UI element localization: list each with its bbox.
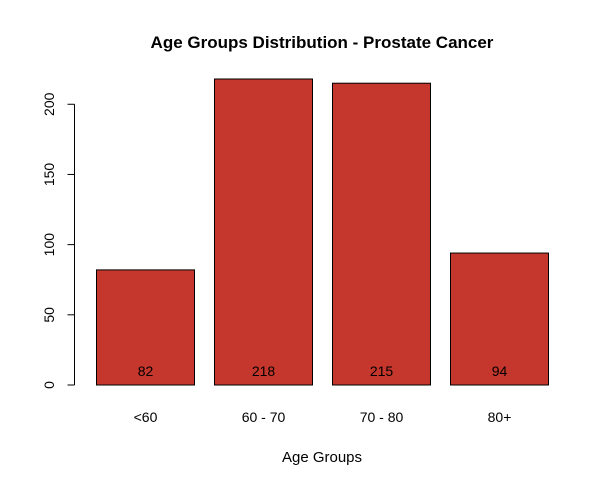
bar	[214, 78, 313, 386]
x-tick-label: 60 - 70	[242, 409, 286, 425]
x-axis-label: Age Groups	[282, 449, 362, 466]
x-tick-labels: <60 60 - 70 70 - 80 80+	[134, 409, 512, 425]
y-tick-label: 200	[41, 92, 57, 116]
bar-data-label: 94	[492, 363, 508, 379]
data-labels: 82 218 215 94	[138, 363, 508, 379]
bars-group	[96, 78, 549, 386]
bar	[96, 269, 195, 386]
y-tick-label: 50	[41, 307, 57, 323]
y-tick-label: 100	[41, 233, 57, 257]
x-tick-label: 70 - 80	[360, 409, 404, 425]
bar-data-label: 82	[138, 363, 154, 379]
bar-data-label: 215	[370, 363, 394, 379]
y-axis: 0 50 100 150 200	[41, 92, 75, 389]
bar	[450, 252, 549, 386]
x-tick-label: 80+	[488, 409, 512, 425]
x-tick-label: <60	[134, 409, 158, 425]
y-tick-label: 0	[41, 381, 57, 389]
chart-title: Age Groups Distribution - Prostate Cance…	[151, 33, 494, 52]
y-tick-label: 150	[41, 163, 57, 187]
bar	[332, 82, 431, 386]
bar-data-label: 218	[252, 363, 276, 379]
